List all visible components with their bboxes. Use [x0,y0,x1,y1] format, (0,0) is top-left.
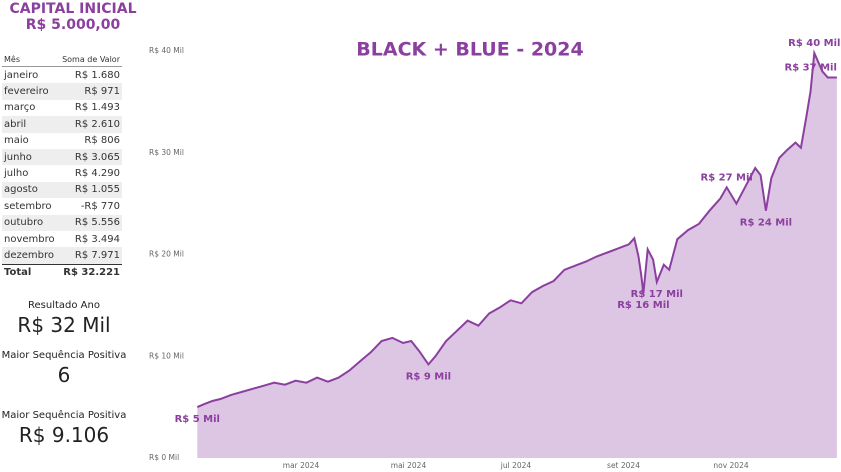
kpi-label: Maior Sequência Positiva [1,410,127,421]
y-tick-label: R$ 10 Mil [149,351,184,360]
table-cell: Total [2,263,59,282]
table-header[interactable]: Mês [2,52,59,67]
table-cell: R$ 806 [84,135,120,147]
table-row: julho R$ 4.290 [2,165,122,181]
kpi-card: Resultado Ano R$ 32 Mil [0,300,128,337]
capital-title: CAPITAL INICIAL [9,1,137,17]
kpi-label: Resultado Ano [28,300,100,311]
table-row: dezembro R$ 7.971 [2,247,122,265]
table-cell: R$ 1.680 [74,69,120,81]
data-label: R$ 37 Mil [785,62,837,73]
x-tick-label: set 2024 [607,461,640,470]
table-cell: R$ 1.055 [58,181,122,199]
table-cell: abril [2,116,59,133]
table-row: novembro R$ 3.494 [2,231,122,247]
table-row: março R$ 1.493 [2,100,122,116]
kpi-value: R$ 9.106 [18,423,110,447]
month-table: Mês Soma de Valor janeiro R$ 1.680 fevereir… [2,52,122,282]
y-tick-label: R$ 0 Mil [149,453,179,462]
x-tick-label: mar 2024 [283,461,320,470]
table-cell: R$ 3.494 [74,233,120,245]
kpi-value: R$ 32 Mil [17,313,111,337]
kpi-value: 6 [57,363,71,387]
table-cell: R$ 5.556 [58,214,122,231]
table-row: abril R$ 2.610 [2,116,122,133]
table-header[interactable]: Soma de Valor [58,52,122,67]
data-label: R$ 16 Mil [617,300,669,311]
data-label: R$ 5 Mil [175,414,220,425]
table-cell: janeiro [4,69,39,81]
table-cell: R$ 7.971 [58,247,122,265]
table-cell: R$ 32.221 [58,263,122,282]
data-label: R$ 24 Mil [740,218,792,229]
left-panel: CAPITAL INICIAL R$ 5.000,00 Mês Soma de V… [0,0,146,447]
line [196,49,837,409]
table-row: agosto R$ 1.055 [2,181,122,199]
table-cell: R$ 1.493 [74,102,120,114]
x-tick-label: mai 2024 [391,461,427,470]
data-label: R$ 9 Mil [406,371,451,382]
table-cell: agosto [2,181,59,199]
table-row: outubro R$ 5.556 [2,214,122,231]
table-cell: maio [4,135,29,147]
table-cell: setembro [4,200,52,212]
table-cell: outubro [2,214,59,231]
table-cell: R$ 4.290 [74,168,120,180]
table-row: maio R$ 806 [2,133,122,149]
y-tick-label: R$ 40 Mil [149,46,184,55]
table-cell: fevereiro [2,83,59,100]
table-cell: dezembro [2,247,59,265]
table-cell: R$ 2.610 [58,116,122,133]
x-tick-label: nov 2024 [713,461,748,470]
table-row: janeiro R$ 1.680 [2,67,122,84]
table-cell: -R$ 770 [80,200,120,212]
table-cell: R$ 3.065 [58,148,122,166]
table-cell: R$ 971 [58,83,122,100]
table-row: junho R$ 3.065 [2,148,122,166]
capital-amount: R$ 5.000,00 [25,17,121,33]
table-row: setembro -R$ 770 [2,198,122,214]
table-cell: novembro [4,233,55,245]
y-tick-label: R$ 30 Mil [149,148,184,157]
data-label: R$ 17 Mil [631,289,683,300]
table-cell: junho [2,148,59,166]
data-label: R$ 27 Mil [701,172,753,183]
data-label: R$ 40 Mil [788,38,840,49]
x-tick-label: jul 2024 [500,461,532,470]
table-cell: julho [4,168,29,180]
kpi-label: Maior Sequência Positiva [1,350,127,361]
chart-title: BLACK + BLUE - 2024 [356,39,583,61]
area [197,53,837,458]
kpi-card: Maior Sequência Positiva R$ 9.106 [0,410,128,447]
table-row: fevereiro R$ 971 [2,83,122,100]
kpi-card: Maior Sequência Positiva 6 [0,350,128,387]
table-cell: março [4,102,36,114]
y-tick-label: R$ 20 Mil [149,250,184,259]
total-row: Total R$ 32.221 [2,263,122,282]
